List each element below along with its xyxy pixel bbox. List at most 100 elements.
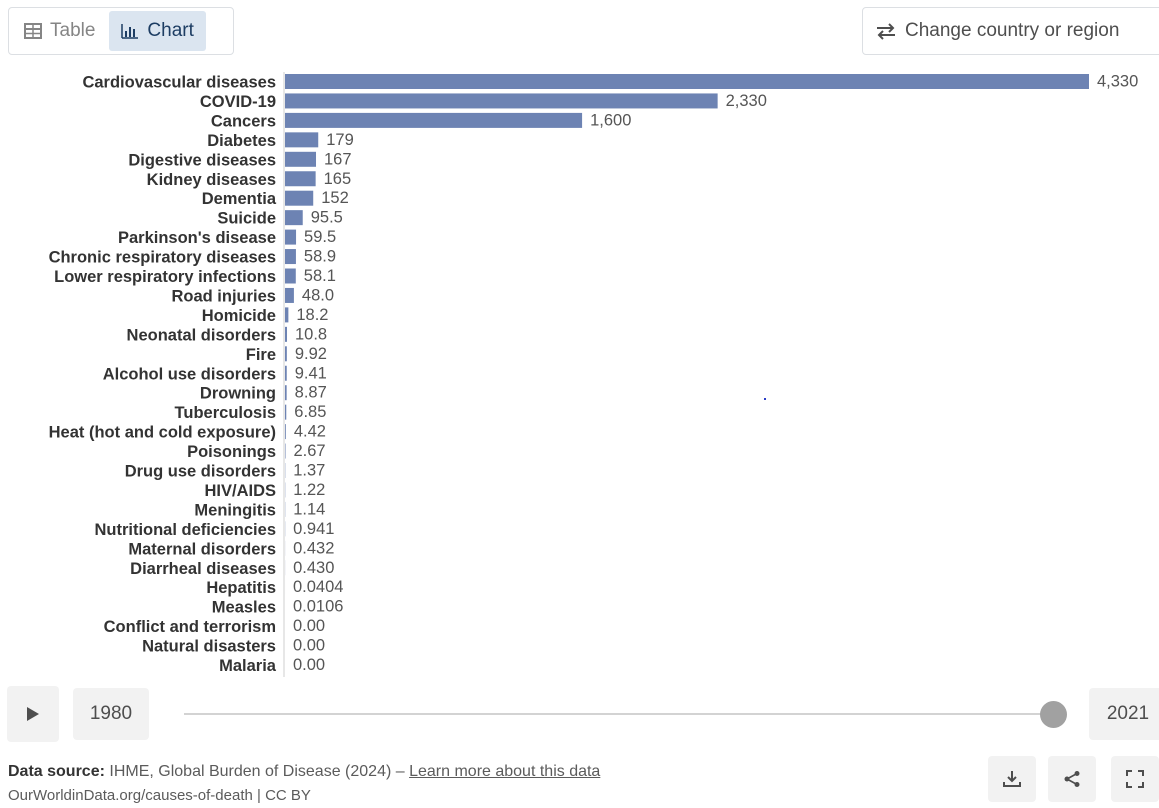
category-label: Road injuries: [171, 287, 276, 305]
share-icon: [1063, 770, 1081, 788]
start-year[interactable]: 1980: [73, 688, 149, 740]
download-icon: [1003, 770, 1021, 788]
category-label: Maternal disorders: [128, 540, 276, 558]
value-label: 10.8: [295, 325, 327, 343]
category-label: Homicide: [202, 307, 276, 325]
value-label: 0.0106: [293, 598, 343, 616]
tab-table-label: Table: [50, 20, 95, 42]
bar[interactable]: [285, 405, 286, 420]
table-icon: [24, 23, 42, 39]
category-label: Meningitis: [194, 501, 276, 519]
view-tabs: Table Chart: [8, 7, 234, 55]
bar[interactable]: [285, 132, 318, 147]
category-label: Malaria: [219, 657, 277, 675]
value-label: 9.92: [295, 345, 327, 363]
category-label: Dementia: [202, 190, 277, 208]
end-year[interactable]: 2021: [1089, 688, 1159, 740]
value-label: 152: [321, 189, 349, 207]
category-label: Cancers: [211, 112, 276, 130]
value-label: 0.0404: [293, 578, 343, 596]
value-label: 0.432: [293, 539, 334, 557]
category-label: Neonatal disorders: [127, 326, 276, 344]
value-label: 0.430: [293, 559, 334, 577]
value-label: 1.37: [293, 462, 325, 480]
category-label: Drug use disorders: [125, 463, 276, 481]
bar[interactable]: [285, 249, 296, 264]
bar[interactable]: [285, 171, 316, 186]
bar[interactable]: [285, 74, 1089, 89]
category-label: Natural disasters: [142, 638, 276, 656]
bar[interactable]: [285, 327, 287, 342]
bar[interactable]: [285, 288, 294, 303]
bar[interactable]: [285, 191, 313, 206]
stray-dot: [764, 398, 766, 400]
value-label: 6.85: [294, 403, 326, 421]
bar[interactable]: [285, 113, 582, 128]
category-label: Lower respiratory infections: [54, 268, 276, 286]
value-label: 58.1: [304, 267, 336, 285]
tab-chart[interactable]: Chart: [109, 11, 205, 51]
category-label: Diabetes: [207, 132, 276, 150]
category-label: Kidney diseases: [147, 171, 276, 189]
timeline-track[interactable]: [184, 713, 1054, 715]
category-label: Fire: [246, 346, 276, 364]
bar[interactable]: [285, 152, 316, 167]
value-label: 167: [324, 150, 352, 168]
category-label: Hepatitis: [206, 579, 276, 597]
fullscreen-icon: [1126, 770, 1144, 788]
category-label: Drowning: [200, 385, 276, 403]
category-label: Conflict and terrorism: [104, 618, 276, 636]
bar[interactable]: [285, 210, 303, 225]
value-label: 4,330: [1097, 73, 1138, 91]
value-label: 1,600: [590, 111, 631, 129]
value-label: 2,330: [726, 92, 767, 110]
category-label: Nutritional deficiencies: [94, 521, 276, 539]
value-label: 9.41: [295, 364, 327, 382]
category-label: COVID-19: [200, 93, 276, 111]
tab-table[interactable]: Table: [12, 11, 107, 51]
timeline-handle[interactable]: [1040, 701, 1067, 728]
bar-chart-icon: [121, 23, 139, 39]
share-button[interactable]: [1048, 756, 1096, 802]
value-label: 0.00: [293, 617, 325, 635]
download-button[interactable]: [988, 756, 1036, 802]
attribution: OurWorldinData.org/causes-of-death | CC …: [8, 784, 600, 808]
category-label: HIV/AIDS: [204, 482, 276, 500]
bar[interactable]: [285, 307, 288, 322]
value-label: 58.9: [304, 248, 336, 266]
value-label: 18.2: [296, 306, 328, 324]
category-label: Chronic respiratory diseases: [49, 249, 276, 267]
bar[interactable]: [285, 346, 287, 361]
data-source-text: IHME, Global Burden of Disease (2024) –: [109, 763, 404, 780]
bar[interactable]: [285, 366, 287, 381]
bar[interactable]: [285, 385, 287, 400]
bar[interactable]: [285, 93, 718, 108]
category-label: Poisonings: [187, 443, 276, 461]
value-label: 0.00: [293, 637, 325, 655]
value-label: 48.0: [302, 286, 334, 304]
footer: Data source: IHME, Global Burden of Dise…: [8, 760, 600, 808]
change-country-label: Change country or region: [905, 20, 1119, 42]
value-label: 95.5: [311, 209, 343, 227]
play-button[interactable]: [7, 686, 59, 742]
bar[interactable]: [285, 269, 296, 284]
category-label: Digestive diseases: [128, 151, 276, 169]
category-label: Heat (hot and cold exposure): [49, 424, 276, 442]
tab-chart-label: Chart: [147, 20, 193, 42]
value-label: 2.67: [293, 442, 325, 460]
value-label: 4.42: [294, 423, 326, 441]
value-label: 1.22: [293, 481, 325, 499]
learn-more-link[interactable]: Learn more about this data: [409, 763, 600, 780]
bar[interactable]: [285, 230, 296, 245]
bar[interactable]: [285, 424, 286, 439]
value-label: 165: [324, 170, 352, 188]
swap-arrows-icon: [875, 22, 897, 40]
category-label: Diarrheal diseases: [130, 560, 276, 578]
fullscreen-button[interactable]: [1111, 756, 1159, 802]
value-label: 0.941: [293, 520, 334, 538]
play-icon: [26, 706, 40, 722]
value-label: 59.5: [304, 228, 336, 246]
change-country-button[interactable]: Change country or region: [862, 7, 1159, 55]
category-label: Parkinson's disease: [118, 229, 276, 247]
